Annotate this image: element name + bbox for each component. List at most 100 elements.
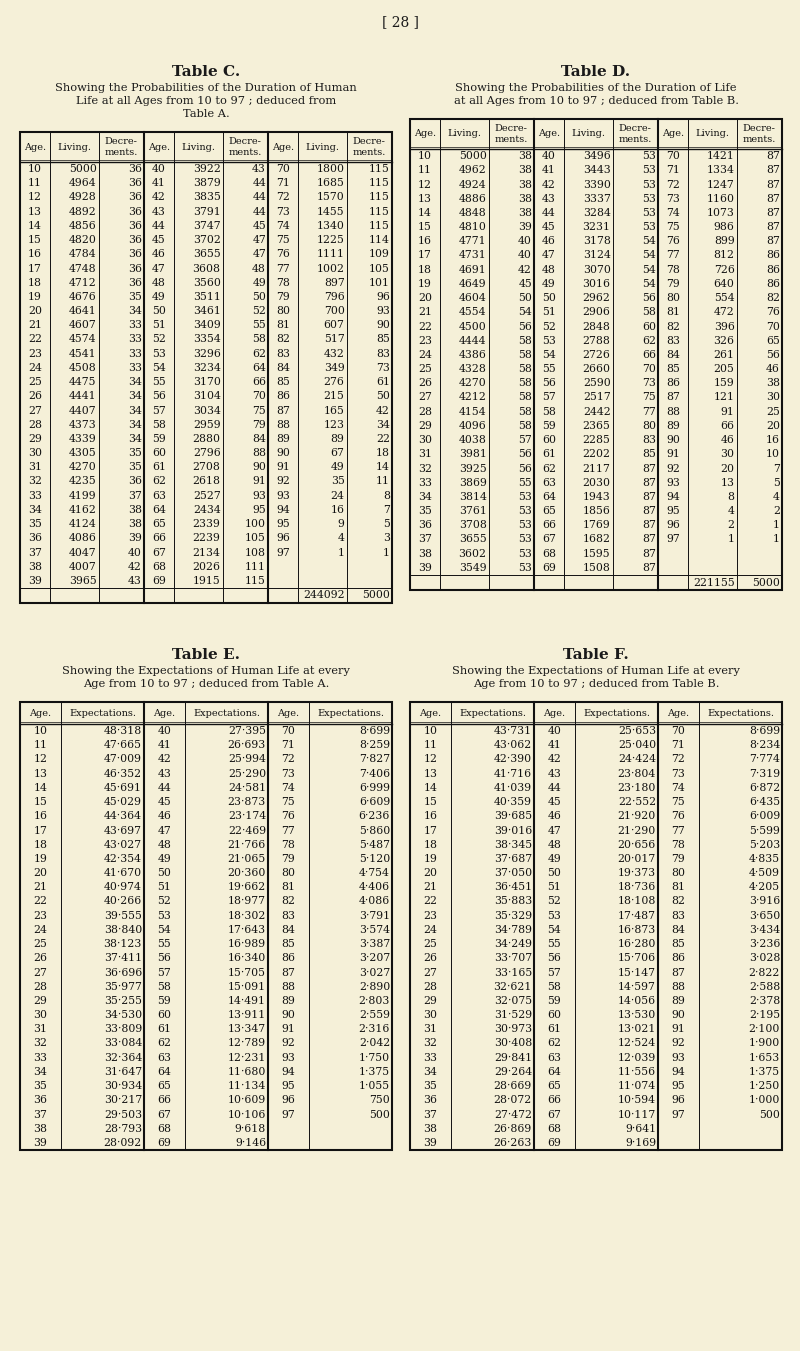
Text: 83: 83 [666, 335, 680, 346]
Text: 432: 432 [324, 349, 345, 359]
Text: 58: 58 [518, 335, 532, 346]
Text: 85: 85 [671, 939, 686, 950]
Text: 4676: 4676 [69, 292, 97, 301]
Text: 20: 20 [721, 463, 734, 473]
Text: 115: 115 [369, 207, 390, 216]
Text: 276: 276 [324, 377, 345, 388]
Text: 53: 53 [152, 349, 166, 359]
Text: 47: 47 [158, 825, 171, 835]
Text: 90: 90 [252, 462, 266, 473]
Text: 55: 55 [152, 377, 166, 388]
Text: 17·487: 17·487 [618, 911, 656, 920]
Text: 53: 53 [518, 520, 532, 531]
Text: 33·165: 33·165 [494, 967, 532, 978]
Text: 23: 23 [423, 911, 438, 920]
Text: Expectations.: Expectations. [317, 708, 384, 717]
Text: 56: 56 [518, 463, 532, 473]
Text: 70: 70 [766, 322, 780, 331]
Text: 11·074: 11·074 [618, 1081, 656, 1092]
Text: 7: 7 [773, 463, 780, 473]
Text: 55: 55 [252, 320, 266, 330]
Text: 89: 89 [282, 996, 295, 1006]
Text: 2239: 2239 [193, 534, 221, 543]
Text: 94: 94 [672, 1067, 686, 1077]
Text: 7·827: 7·827 [359, 754, 390, 765]
Text: 36: 36 [418, 520, 432, 531]
Text: 13·021: 13·021 [618, 1024, 656, 1035]
Text: 108: 108 [245, 547, 266, 558]
Text: 4·406: 4·406 [359, 882, 390, 892]
Text: 3·387: 3·387 [358, 939, 390, 950]
Text: Age.: Age. [419, 708, 442, 717]
Text: 75: 75 [276, 235, 290, 245]
Text: 41: 41 [542, 165, 556, 176]
Text: 76: 76 [666, 236, 680, 246]
Text: 349: 349 [324, 363, 345, 373]
Text: 3922: 3922 [193, 163, 221, 174]
Text: Age.: Age. [667, 708, 690, 717]
Text: 4604: 4604 [458, 293, 486, 303]
Text: 10: 10 [28, 163, 42, 174]
Text: 11: 11 [376, 477, 390, 486]
Text: 43: 43 [152, 207, 166, 216]
Text: 94: 94 [666, 492, 680, 503]
Text: 31: 31 [423, 1024, 438, 1035]
Text: 40: 40 [518, 250, 532, 261]
Text: 165: 165 [324, 405, 345, 416]
Text: 28: 28 [28, 420, 42, 430]
Text: 86: 86 [276, 392, 290, 401]
Text: 69: 69 [547, 1138, 562, 1148]
Text: 1·250: 1·250 [749, 1081, 780, 1092]
Text: 12: 12 [34, 754, 47, 765]
Text: 37·050: 37·050 [494, 869, 532, 878]
Text: 2026: 2026 [193, 562, 221, 571]
Text: 3496: 3496 [582, 151, 610, 161]
Text: 54: 54 [642, 265, 656, 274]
Text: 49: 49 [542, 278, 556, 289]
Text: 33: 33 [418, 478, 432, 488]
Text: 4·509: 4·509 [749, 869, 780, 878]
Text: 53: 53 [518, 492, 532, 503]
Text: 4270: 4270 [69, 462, 97, 473]
Text: 65: 65 [158, 1081, 171, 1092]
Text: Decre-
ments.: Decre- ments. [353, 138, 386, 157]
Text: 88: 88 [671, 982, 686, 992]
Text: 22: 22 [376, 434, 390, 444]
Text: 16·873: 16·873 [618, 925, 656, 935]
Text: 58: 58 [518, 422, 532, 431]
Text: 72: 72 [282, 754, 295, 765]
Text: 1111: 1111 [317, 250, 345, 259]
Text: 640: 640 [714, 278, 734, 289]
Text: Age.: Age. [543, 708, 566, 717]
Text: 35: 35 [128, 292, 142, 301]
Text: 73: 73 [276, 207, 290, 216]
Text: 3965: 3965 [69, 576, 97, 586]
Text: 2590: 2590 [582, 378, 610, 388]
Text: 24·424: 24·424 [618, 754, 656, 765]
Text: 3354: 3354 [193, 335, 221, 345]
Text: 27·472: 27·472 [494, 1109, 532, 1120]
Text: 9·146: 9·146 [235, 1138, 266, 1148]
Text: 796: 796 [324, 292, 345, 301]
Text: 18: 18 [376, 449, 390, 458]
Text: 4: 4 [728, 507, 734, 516]
Text: 48: 48 [252, 263, 266, 273]
Text: 40: 40 [542, 151, 556, 161]
Text: 39: 39 [518, 222, 532, 232]
Text: 53: 53 [542, 335, 556, 346]
Text: Showing the Probabilities of the Duration of Life: Showing the Probabilities of the Duratio… [455, 82, 737, 93]
Text: 22: 22 [34, 897, 47, 907]
Text: 4373: 4373 [69, 420, 97, 430]
Text: 73: 73 [671, 769, 686, 778]
Text: 22: 22 [28, 335, 42, 345]
Text: 30·217: 30·217 [104, 1096, 142, 1105]
Text: 36: 36 [128, 192, 142, 203]
Text: 38: 38 [423, 1124, 438, 1133]
Text: 53: 53 [518, 563, 532, 573]
Text: 41·039: 41·039 [494, 782, 532, 793]
Text: 43: 43 [158, 769, 171, 778]
Text: 2: 2 [727, 520, 734, 531]
Text: Age from 10 to 97 ; deduced from Table A.: Age from 10 to 97 ; deduced from Table A… [83, 680, 329, 689]
Text: 49: 49 [152, 292, 166, 301]
Text: 93: 93 [282, 1052, 295, 1063]
